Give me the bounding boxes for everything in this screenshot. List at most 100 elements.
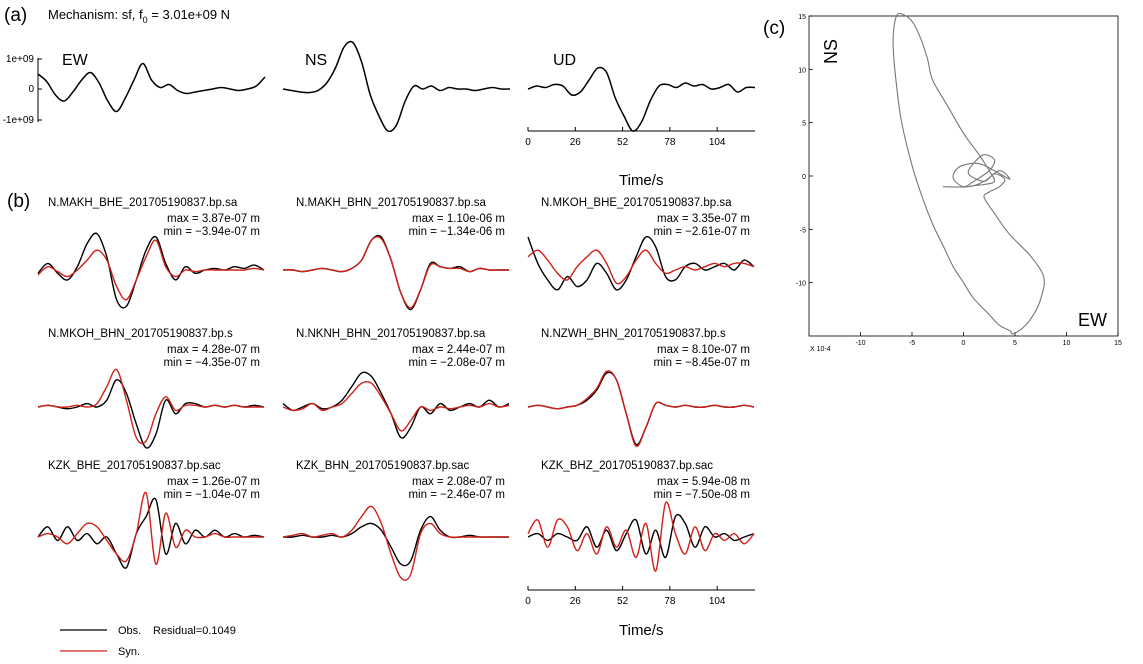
- station-title: N.MAKH_BHN_201705190837.bp.sa: [296, 197, 486, 209]
- panel-c-x-tick-label: 10: [1063, 340, 1071, 347]
- panel-c-y-tick-label: -10: [796, 281, 806, 288]
- legend-obs-label: Obs.: [118, 625, 141, 637]
- synthetic-trace: [527, 501, 755, 572]
- min-amplitude: min = −1.04e-07 m: [163, 489, 260, 501]
- observed-trace: [37, 379, 265, 449]
- panel-c-x-tick-label: -5: [909, 340, 915, 347]
- max-amplitude: max = 4.28e-07 m: [167, 344, 260, 356]
- panel-c-y-tick-label: 0: [802, 174, 806, 181]
- max-amplitude: max = 1.10e-06 m: [412, 213, 505, 225]
- mechanism-suffix: = 3.01e+09 N: [148, 7, 230, 22]
- component-label-ud: UD: [553, 52, 576, 69]
- panel-c-particle-motion: -10 -5 0 5 10 15 15 10 5 0 -5 -10 X 10-4 NS EW: [796, 12, 1122, 353]
- max-amplitude: max = 5.94e-08 m: [657, 476, 750, 488]
- min-amplitude: min = −1.34e-06 m: [408, 226, 505, 238]
- min-amplitude: min = −2.61e-07 m: [653, 226, 750, 238]
- synthetic-trace: [527, 249, 755, 285]
- panel-c-y-tick-label: 5: [802, 121, 806, 128]
- particle-motion-path: [892, 12, 1045, 335]
- panel-a-x-tick-label: 26: [570, 137, 582, 148]
- component-label-ew: EW: [62, 52, 89, 69]
- station-title: N.MAKH_BHE_201705190837.bp.sa: [48, 197, 238, 209]
- panel-c-y-tick-label: -5: [800, 227, 806, 234]
- min-amplitude: min = −8.45e-07 m: [653, 357, 750, 369]
- panel-b-time-label: Time/s: [619, 622, 663, 639]
- synthetic-trace: [282, 505, 509, 581]
- mechanism-label: Mechanism: sf, f0 = 3.01e+09 N: [48, 7, 230, 25]
- station-title: N.MKOH_BHE_201705190837.bp.sa: [541, 197, 732, 209]
- min-amplitude: min = −2.08e-07 m: [408, 357, 505, 369]
- observed-trace: [282, 371, 510, 439]
- synthetic-trace: [37, 368, 264, 445]
- component-label-ns: NS: [305, 52, 327, 69]
- synthetic-trace: [37, 491, 264, 565]
- station-title: N.NKNH_BHN_201705190837.bp.sa: [296, 328, 486, 340]
- panel-a-letter: (a): [4, 5, 27, 26]
- panel-b-x-tick-label: 0: [525, 596, 531, 607]
- legend-syn-label: Syn.: [118, 646, 140, 658]
- stf-trace-ns: [282, 40, 511, 133]
- station-title: KZK_BHZ_201705190837.bp.sac: [541, 460, 713, 472]
- min-amplitude: min = −4.35e-07 m: [163, 357, 260, 369]
- max-amplitude: max = 1.26e-07 m: [167, 476, 260, 488]
- observed-trace: [282, 234, 509, 311]
- panel-b-legend: Obs. Residual=0.1049 Syn.: [60, 625, 236, 658]
- synthetic-trace: [282, 236, 509, 309]
- panel-b-x-tick-label: 26: [570, 596, 582, 607]
- min-amplitude: min = −3.94e-07 m: [163, 226, 260, 238]
- panel-c-y-tick-label: 15: [798, 14, 806, 21]
- panel-b-letter: (b): [7, 191, 30, 212]
- panel-c-ylabel: NS: [821, 39, 841, 64]
- panel-c-frame: [808, 15, 1119, 337]
- panel-c-xlabel: EW: [1078, 310, 1107, 330]
- panel-a-x-tick-label: 104: [709, 137, 726, 148]
- panel-a-y-tick-label: 0: [28, 84, 34, 95]
- min-amplitude: min = −7.50e-08 m: [653, 489, 750, 501]
- mechanism-subscript: 0: [143, 15, 148, 25]
- panel-c-letter: (c): [763, 18, 785, 39]
- panel-a-x-tick-label: 52: [617, 137, 629, 148]
- observed-trace: [282, 515, 509, 567]
- max-amplitude: max = 2.08e-07 m: [412, 476, 505, 488]
- panel-a-source-time-function: 1e+09 0 -1e+09 EW NS UD 0 26 52 78 104 Time/s: [3, 40, 756, 189]
- station-title: N.NZWH_BHN_201705190837.bp.s: [541, 328, 726, 340]
- station-title: N.MKOH_BHN_201705190837.bp.s: [48, 328, 233, 340]
- panel-c-x-tick-label: 0: [962, 340, 966, 347]
- mechanism-prefix: Mechanism: sf, f: [48, 7, 143, 22]
- min-amplitude: min = −2.46e-07 m: [408, 489, 505, 501]
- panel-a-x-tick-label: 0: [525, 137, 531, 148]
- observed-trace: [527, 235, 755, 291]
- panel-a-y-tick-label: -1e+09: [3, 115, 35, 126]
- panel-b-x-tick-label: 52: [617, 596, 629, 607]
- panel-c-x-tick-label: 5: [1013, 340, 1017, 347]
- max-amplitude: max = 3.35e-07 m: [657, 213, 750, 225]
- panel-b-x-tick-label: 104: [709, 596, 726, 607]
- synthetic-trace: [282, 381, 510, 432]
- max-amplitude: max = 3.87e-07 m: [167, 213, 260, 225]
- stf-trace-ud: [527, 66, 756, 132]
- max-amplitude: max = 8.10e-07 m: [657, 344, 750, 356]
- panel-c-x-tick-label: -10: [855, 340, 865, 347]
- stf-trace-ew: [37, 62, 266, 113]
- panel-a-y-tick-label: 1e+09: [6, 54, 35, 65]
- synthetic-trace: [527, 370, 755, 447]
- panel-c-x-tick-label: 15: [1114, 340, 1122, 347]
- panel-b-x-tick-label: 78: [664, 596, 676, 607]
- synthetic-trace: [37, 239, 265, 301]
- station-title: KZK_BHN_201705190837.bp.sac: [296, 460, 470, 472]
- panel-a-x-tick-label: 78: [664, 137, 676, 148]
- max-amplitude: max = 2.44e-07 m: [412, 344, 505, 356]
- panel-c-y-tick-label: 10: [798, 67, 806, 74]
- legend-residual-label: Residual=0.1049: [153, 625, 236, 637]
